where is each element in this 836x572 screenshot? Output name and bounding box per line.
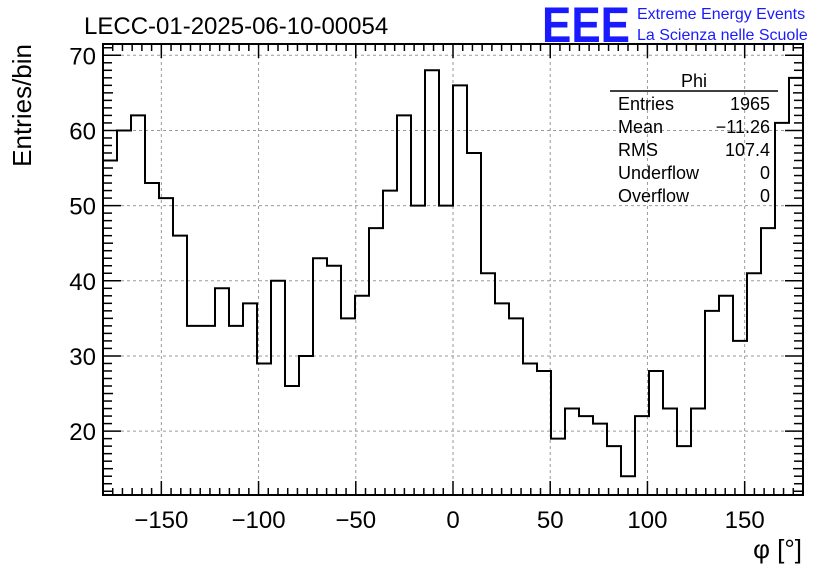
histogram-step-line — [103, 69, 803, 478]
stats-label: Mean — [618, 117, 663, 137]
stats-value: 107.4 — [725, 140, 770, 160]
axis-ticks — [103, 44, 803, 495]
stats-label: RMS — [618, 140, 658, 160]
x-tick-label: 0 — [446, 507, 459, 534]
chart-title: LECC-01-2025-06-10-00054 — [84, 13, 388, 40]
logo-mark: EEE — [542, 0, 630, 53]
y-tick-label: 70 — [69, 43, 96, 70]
logo-line-1: Extreme Energy Events — [637, 6, 805, 23]
x-tick-label: −100 — [232, 507, 286, 534]
y-tick-label: 60 — [69, 118, 96, 145]
stats-value: 0 — [760, 186, 770, 206]
stats-label: Entries — [618, 94, 674, 114]
x-tick-label: −150 — [134, 507, 188, 534]
stats-value: 1965 — [730, 94, 770, 114]
eee-logo: EEE Extreme Energy Events La Scienza nel… — [542, 0, 808, 53]
stats-box: Phi Entries 1965 Mean −11.26 RMS 107.4 Underfl… — [610, 71, 778, 206]
y-axis-title: Entries/bin — [7, 44, 37, 167]
x-tick-label: 150 — [725, 507, 765, 534]
x-tick-label: 100 — [627, 507, 667, 534]
x-tick-label: 50 — [537, 507, 564, 534]
stats-label: Underflow — [618, 163, 700, 183]
y-tick-label: 50 — [69, 194, 96, 221]
y-tick-labels: 20 30 40 50 60 70 — [69, 43, 96, 446]
y-tick-label: 40 — [69, 269, 96, 296]
stats-value: −11.26 — [716, 117, 770, 137]
x-axis-title: φ [°] — [753, 534, 802, 564]
stats-value: 0 — [760, 163, 770, 183]
stats-label: Overflow — [618, 186, 690, 206]
stats-title: Phi — [681, 71, 707, 91]
y-tick-label: 20 — [69, 419, 96, 446]
y-tick-label: 30 — [69, 344, 96, 371]
logo-line-2: La Scienza nelle Scuole — [637, 27, 808, 44]
x-tick-label: −50 — [335, 507, 376, 534]
x-tick-labels: −150 −100 −50 0 50 100 150 — [134, 507, 764, 534]
